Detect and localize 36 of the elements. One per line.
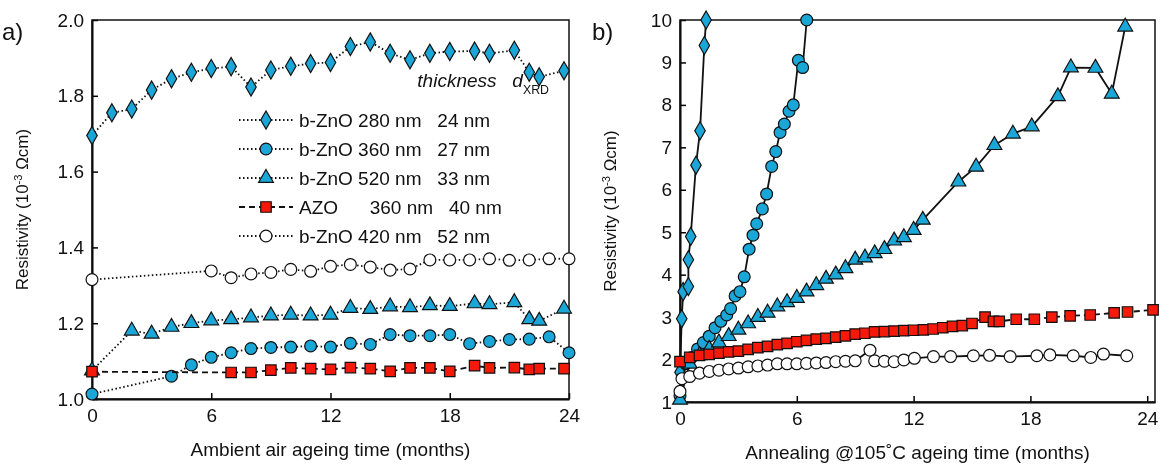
x-axis-title: Ambient air ageing time (months) — [190, 439, 471, 460]
x-tick-label: 24 — [1137, 408, 1159, 430]
legend-label: AZO 360 nm 40 nm — [299, 197, 502, 218]
y-tick-label: 2.0 — [57, 9, 84, 31]
y-tick-label: 4 — [661, 264, 673, 286]
chart-title: b) — [592, 18, 614, 45]
x-tick-label: 12 — [320, 405, 342, 427]
legend-label: b-ZnO 420 nm 52 nm — [299, 226, 491, 247]
y-tick-label: 1.4 — [57, 236, 85, 258]
y-tick-label: 2 — [661, 349, 672, 371]
legend-title: thickness d$_{XRD}$ — [417, 70, 550, 97]
y-tick-label: 1.2 — [57, 312, 84, 334]
legend-label: b-ZnO 360 nm 27 nm — [299, 139, 491, 160]
y-tick-label: 3 — [661, 306, 672, 328]
x-axis-title: Annealing @105˚C ageing time (months) — [745, 442, 1090, 463]
y-tick-label: 1.0 — [57, 388, 84, 410]
x-tick-label: 6 — [206, 405, 218, 427]
y-tick-label: 9 — [661, 52, 672, 74]
x-tick-label: 0 — [87, 405, 98, 427]
x-tick-label: 12 — [903, 408, 925, 430]
x-tick-label: 6 — [792, 408, 803, 430]
x-tick-label: 18 — [439, 405, 461, 427]
y-tick-label: 1 — [661, 391, 672, 413]
legend-label: b-ZnO 520 nm 33 nm — [299, 168, 491, 189]
y-tick-label: 1.6 — [57, 161, 84, 183]
x-tick-label: 24 — [558, 405, 581, 427]
x-tick-label: 18 — [1020, 408, 1042, 430]
chart-title: a) — [2, 18, 24, 45]
y-tick-label: 8 — [661, 94, 672, 116]
y-tick-label: 1.8 — [57, 85, 84, 107]
y-tick-label: 6 — [661, 179, 672, 201]
legend-label: b-ZnO 280 nm 24 nm — [299, 110, 491, 131]
y-tick-label: 5 — [661, 221, 672, 243]
x-tick-label: 0 — [675, 408, 686, 430]
y-tick-label: 7 — [661, 136, 672, 158]
y-tick-label: 10 — [650, 9, 672, 31]
